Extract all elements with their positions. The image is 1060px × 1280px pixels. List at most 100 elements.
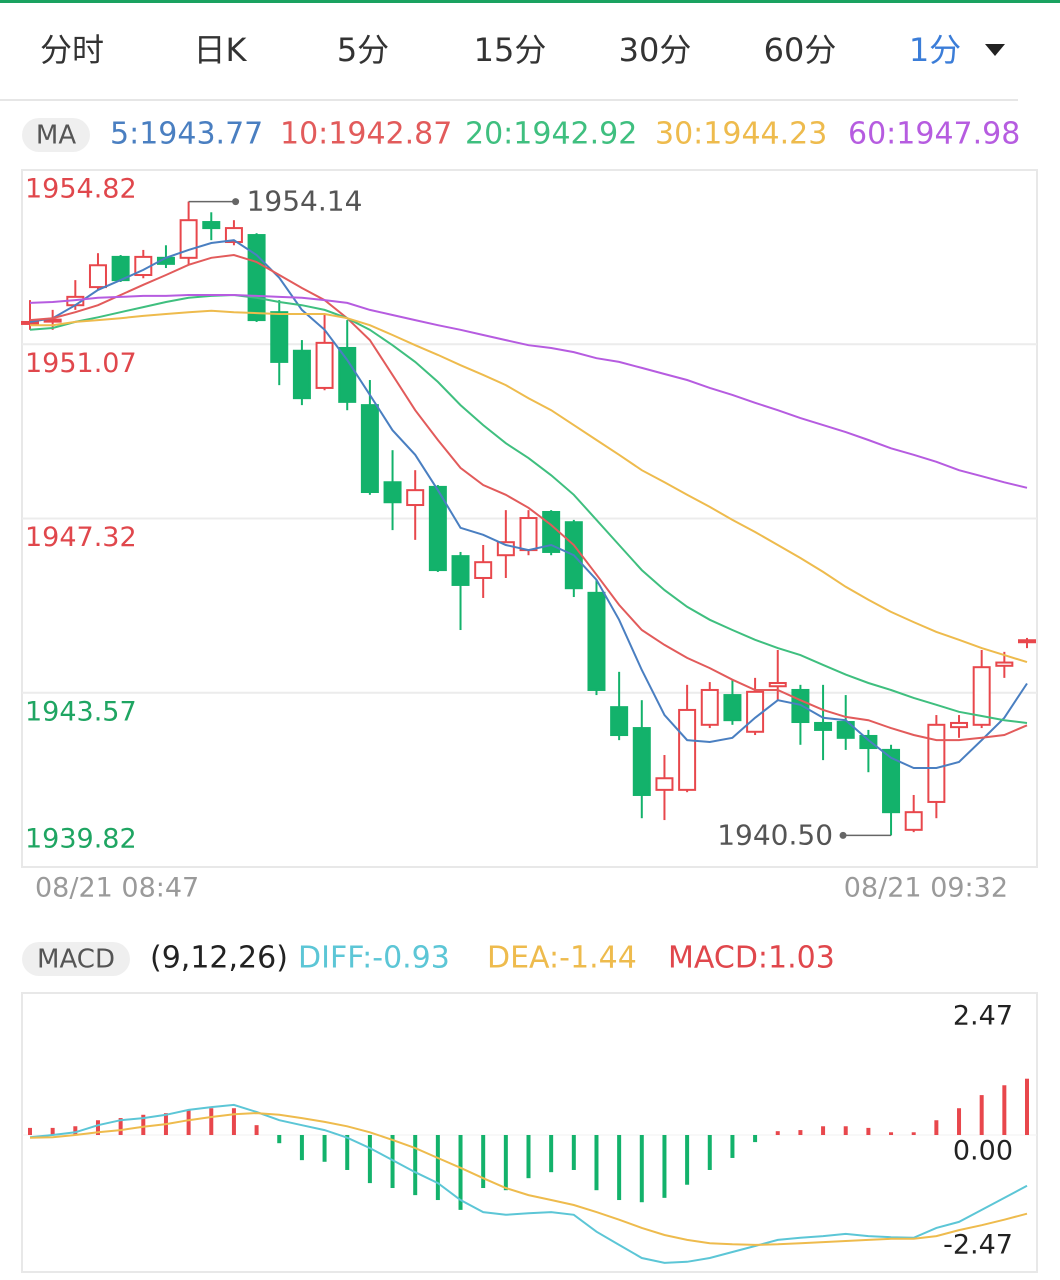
candle-body bbox=[836, 721, 855, 739]
macd-bar bbox=[95, 1120, 100, 1135]
macd-bar bbox=[549, 1135, 554, 1173]
macd-bar bbox=[753, 1135, 758, 1143]
macd-bar bbox=[277, 1135, 282, 1144]
y-tick-label: 1943.57 bbox=[25, 696, 137, 727]
candle-body bbox=[519, 517, 538, 552]
macd-bar bbox=[209, 1108, 214, 1135]
candle-body bbox=[247, 234, 266, 322]
candle-body bbox=[88, 264, 107, 289]
y-tick-label: 1947.32 bbox=[25, 522, 137, 553]
macd-bar bbox=[231, 1108, 236, 1135]
candle-body bbox=[814, 721, 833, 731]
y-tick-label: 1954.82 bbox=[25, 174, 137, 205]
candle-body bbox=[474, 561, 493, 579]
macd-line bbox=[29, 1112, 1028, 1246]
legend-entry: DEA:-1.44 bbox=[487, 941, 637, 976]
candle-body bbox=[428, 485, 447, 572]
candle-body bbox=[224, 227, 243, 244]
macd-bar bbox=[390, 1135, 395, 1189]
macd-bar bbox=[73, 1126, 78, 1135]
macd-bar bbox=[526, 1135, 531, 1179]
dropdown-arrow[interactable] bbox=[985, 44, 1005, 56]
macd-bar bbox=[685, 1135, 690, 1185]
macd-bar bbox=[821, 1126, 826, 1135]
tab[interactable]: 60分 bbox=[764, 31, 837, 69]
candle-body bbox=[383, 481, 402, 504]
y-tick-label: 0.00 bbox=[953, 1136, 1013, 1167]
tab[interactable]: 30分 bbox=[619, 31, 692, 69]
macd-bar bbox=[889, 1132, 894, 1135]
ma-line bbox=[29, 239, 1028, 769]
legend-entry: 10:1942.87 bbox=[280, 117, 452, 152]
candle-body bbox=[950, 721, 969, 729]
tab[interactable]: 15分 bbox=[474, 31, 547, 69]
macd-bar bbox=[481, 1135, 486, 1189]
ma-pill bbox=[22, 118, 90, 152]
macd-bar bbox=[594, 1135, 599, 1191]
macd-bar bbox=[639, 1135, 644, 1203]
macd-bar bbox=[322, 1135, 327, 1162]
macd-bar bbox=[367, 1135, 372, 1184]
macd-pill bbox=[22, 942, 130, 976]
macd-panel bbox=[21, 992, 1038, 1273]
candle-body bbox=[21, 320, 39, 325]
ma-line bbox=[29, 294, 1028, 489]
top-accent bbox=[0, 0, 1060, 3]
candle-body bbox=[791, 688, 810, 724]
candle-body bbox=[587, 591, 606, 691]
macd-label: MACD bbox=[37, 945, 115, 975]
candle-body bbox=[202, 221, 221, 230]
macd-bar bbox=[254, 1125, 259, 1135]
candle-body bbox=[746, 690, 765, 733]
y-tick-label: 2.47 bbox=[953, 1001, 1013, 1032]
candle-body bbox=[610, 706, 629, 737]
macd-bar bbox=[141, 1114, 146, 1135]
macd-bar bbox=[345, 1135, 350, 1170]
y-tick-label: 1939.82 bbox=[25, 824, 137, 855]
macd-bar bbox=[435, 1135, 440, 1201]
macd-bar bbox=[911, 1132, 916, 1135]
candle-body bbox=[927, 723, 946, 803]
macd-bar bbox=[662, 1135, 667, 1198]
tab[interactable]: 5分 bbox=[337, 31, 389, 69]
min-dot bbox=[839, 831, 847, 839]
tab[interactable]: 1分 bbox=[909, 31, 961, 69]
legend-entry: 20:1942.92 bbox=[465, 117, 637, 152]
candle-body bbox=[292, 349, 311, 400]
legend-entry: 60:1947.98 bbox=[848, 117, 1020, 152]
macd-bar bbox=[934, 1120, 939, 1135]
macd-bar bbox=[28, 1127, 32, 1135]
tab[interactable]: 分时 bbox=[40, 31, 104, 69]
macd-bar bbox=[118, 1118, 123, 1135]
candle-body bbox=[678, 708, 697, 791]
tab[interactable]: 日K bbox=[194, 31, 248, 69]
candle-body bbox=[882, 748, 901, 814]
macd-bar bbox=[866, 1127, 871, 1135]
macd-line bbox=[29, 1103, 1028, 1264]
candle-body bbox=[995, 661, 1014, 667]
macd-bar bbox=[707, 1135, 712, 1170]
macd-bar bbox=[798, 1130, 803, 1135]
legend-entry: 30:1944.23 bbox=[655, 117, 827, 152]
candle-body bbox=[43, 318, 62, 323]
macd-bar bbox=[413, 1135, 418, 1196]
candle-body bbox=[406, 489, 425, 507]
candle-body bbox=[315, 341, 334, 389]
macd-bar bbox=[1025, 1078, 1029, 1135]
macd-bar bbox=[617, 1135, 622, 1201]
candle-body bbox=[360, 404, 379, 494]
macd-bar bbox=[775, 1131, 780, 1135]
macd-bar bbox=[571, 1135, 576, 1170]
candle-body bbox=[972, 666, 991, 726]
legend-entry: MACD:1.03 bbox=[668, 941, 835, 976]
candle-body bbox=[451, 555, 470, 586]
candle-body bbox=[338, 346, 357, 403]
macd-bar bbox=[730, 1135, 735, 1158]
candle-body bbox=[655, 777, 674, 791]
macd-bar bbox=[957, 1108, 962, 1135]
max-dot bbox=[232, 198, 240, 206]
legend-entry: 5:1943.77 bbox=[110, 117, 263, 152]
y-tick-label: -2.47 bbox=[943, 1230, 1013, 1261]
macd-bar bbox=[50, 1127, 55, 1135]
